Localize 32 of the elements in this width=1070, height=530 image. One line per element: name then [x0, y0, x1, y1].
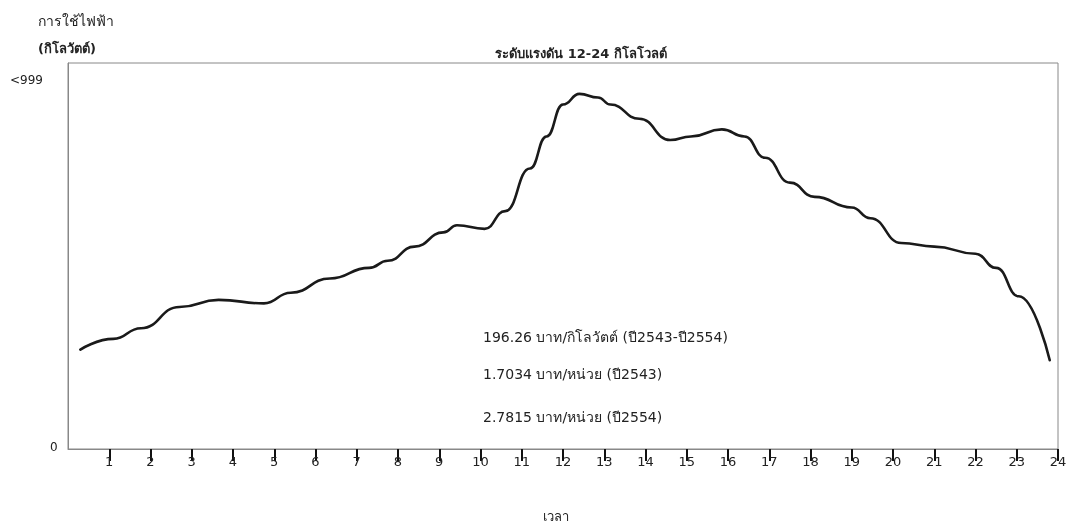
x-tick-label: 14: [637, 454, 654, 469]
x-tick-label: 8: [393, 454, 403, 469]
x-tick-label: 13: [595, 454, 613, 469]
x-tick-label: 2: [146, 454, 155, 469]
x-tick-label: 19: [843, 454, 861, 469]
x-axis-title: เวลา: [543, 509, 569, 524]
x-tick-label: 20: [884, 454, 902, 469]
annotation: 196.26 บาท/กิโลวัตต์ (ปี2543-ปี2554): [483, 329, 728, 345]
x-tick-label: 16: [719, 454, 737, 469]
text: 0: [50, 440, 58, 454]
x-tick-label: 15: [678, 454, 696, 469]
x-tick-label: 23: [1008, 454, 1026, 469]
x-tick-label: 12: [554, 454, 572, 469]
annotation: 2.7815 บาท/หน่วย (ปี2554): [483, 409, 663, 425]
x-tick-label: 5: [270, 454, 279, 469]
x-tick-label: 24: [1049, 454, 1067, 469]
y-axis-title: การใช้ไฟฟ้า (กิโลวัตต์): [38, 13, 114, 56]
x-tick-label: 22: [967, 454, 984, 469]
x-tick-label: 9: [435, 454, 444, 469]
x-tick-label: 10: [472, 454, 489, 469]
x-tick-label: 7: [352, 454, 361, 469]
x-tick-label: 21: [925, 454, 943, 469]
text: <999: [10, 73, 43, 87]
annotation: 1.7034 บาท/หน่วย (ปี2543): [483, 366, 663, 382]
x-tick-label: 17: [760, 454, 778, 469]
x-tick-label: 11: [513, 454, 531, 469]
x-tick-label: 3: [187, 454, 196, 469]
x-tick-label: 1: [105, 454, 114, 469]
x-tick-label: 4: [228, 454, 238, 469]
x-tick-label: 6: [311, 454, 320, 469]
x-tick-label: 18: [802, 454, 819, 469]
chart-title: ระดับแรงดัน 12-24 กิโลโวลต์: [495, 45, 667, 61]
